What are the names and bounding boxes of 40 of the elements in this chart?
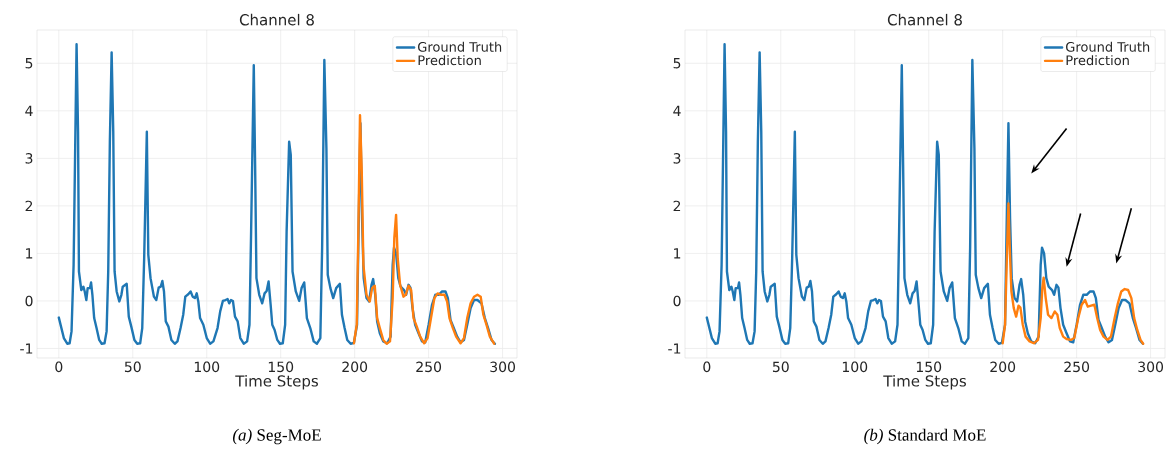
y-tick-label: 1	[674, 248, 681, 259]
x-tick-label: 250	[1064, 361, 1090, 373]
x-tick-label: 250	[416, 361, 442, 373]
text: (a) Seg-MoE	[232, 428, 321, 445]
line-series	[1001, 202, 1145, 345]
x-tick-label: 100	[842, 361, 868, 373]
chart-title: Channel 8	[239, 13, 314, 26]
x-tick-label: 0	[55, 361, 63, 373]
line-series	[352, 113, 496, 345]
chart-title: Channel 8	[887, 13, 962, 26]
y-tick-label: 5	[25, 58, 33, 69]
x-tick-label: 300	[1138, 361, 1164, 373]
y-tick-label: 1	[26, 248, 33, 259]
x-tick-label: 50	[124, 361, 141, 373]
y-tick-label: 4	[25, 105, 33, 116]
y-tick-label: 2	[673, 200, 681, 212]
x-axis-title: Time Steps	[883, 375, 966, 390]
x-axis-title: Time Steps	[235, 375, 318, 390]
y-tick-label: -1	[20, 343, 33, 354]
y-tick-label: 3	[25, 153, 33, 164]
y-tick-label: 5	[673, 58, 681, 69]
x-tick-label: 100	[194, 361, 220, 373]
legend-label: Ground Truth	[418, 41, 502, 52]
x-tick-label: 50	[772, 361, 789, 373]
x-tick-label: 150	[268, 361, 294, 373]
y-tick-label: -1	[668, 343, 681, 354]
y-tick-label: 0	[25, 295, 33, 307]
legend-label: Prediction	[1066, 55, 1129, 66]
x-tick-label: 200	[342, 361, 368, 373]
legend-label: Ground Truth	[1066, 41, 1150, 52]
text: (b) Standard MoE	[864, 428, 986, 445]
x-tick-label: 0	[703, 361, 711, 373]
legend-label: Prediction	[418, 55, 481, 66]
y-tick-label: 0	[673, 295, 681, 307]
x-tick-label: 150	[916, 361, 942, 373]
x-tick-label: 300	[490, 361, 516, 373]
y-tick-label: 4	[673, 105, 681, 116]
x-tick-label: 200	[990, 361, 1016, 373]
y-tick-label: 2	[25, 200, 33, 212]
y-tick-label: 3	[673, 153, 681, 164]
